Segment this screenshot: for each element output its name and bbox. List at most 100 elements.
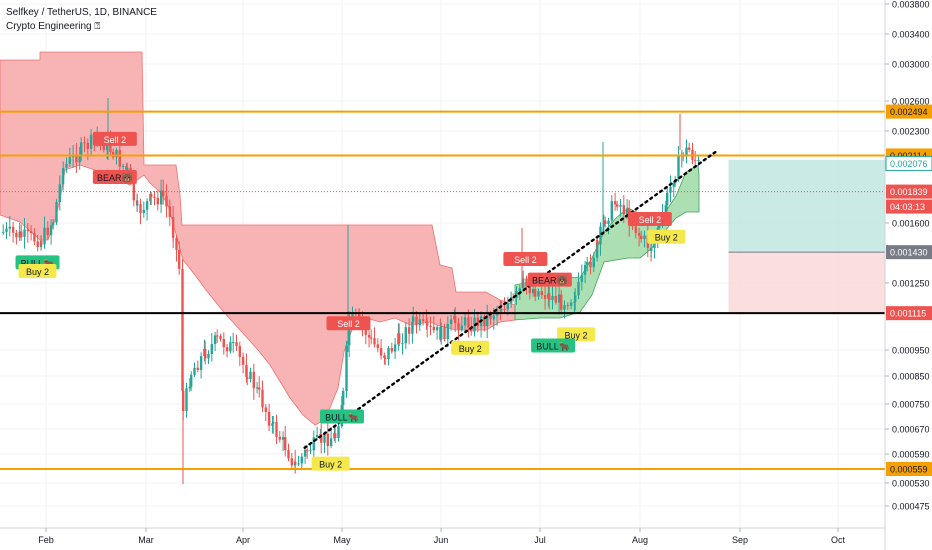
- trend-line: [303, 150, 717, 449]
- candle-body-74: [213, 335, 217, 345]
- candle-body-193: [554, 295, 557, 303]
- candle-body-210: [602, 220, 605, 227]
- candle-body-67: [193, 367, 196, 375]
- y-tick-label-4: 0.002300: [892, 127, 930, 137]
- candle-body-221: [634, 226, 637, 234]
- candle-body-200: [574, 295, 577, 302]
- y-tick-label-7: 0.000950: [892, 346, 930, 356]
- candle-body-97: [281, 437, 285, 440]
- candle-body-18: [55, 202, 58, 223]
- price-label-6: 0.001115: [890, 309, 926, 319]
- candle-body-171: [492, 315, 495, 320]
- candle-body-81: [235, 342, 238, 347]
- candle-body-223: [640, 235, 643, 240]
- x-tick-label-2: Apr: [236, 535, 250, 545]
- candle-body-117: [337, 426, 340, 439]
- y-tick-label-10: 0.000670: [892, 425, 930, 435]
- candle-body-109: [315, 434, 319, 438]
- x-tick-label-6: Aug: [632, 535, 648, 545]
- candle-body-202: [580, 274, 583, 282]
- signal-tag-10: [557, 327, 596, 342]
- candle-body-244: [697, 160, 700, 162]
- candle-body-50: [149, 194, 152, 202]
- x-tick-label-5: Jul: [534, 535, 546, 545]
- candle-body-28: [83, 142, 86, 144]
- y-tick-label-13: 0.000475: [892, 502, 930, 512]
- price-label-7: 0.000559: [890, 464, 928, 474]
- candle-body-29: [86, 142, 89, 149]
- x-tick-label-4: Jun: [434, 535, 449, 545]
- candle-body-44: [132, 179, 135, 201]
- candle-body-155: [443, 326, 446, 340]
- candle-body-166: [476, 317, 479, 327]
- candle-body-17: [52, 222, 55, 226]
- candle-body-23: [68, 157, 71, 164]
- candle-body-179: [515, 291, 518, 298]
- candle-body-8: [26, 229, 29, 232]
- price-label-2: 0.002076: [890, 159, 928, 169]
- candle-body-129: [370, 337, 373, 339]
- signal-tag-9: [527, 272, 572, 287]
- candle-body-119: [342, 390, 345, 406]
- y-tick-label-5: 0.001600: [892, 219, 930, 229]
- candle-body-53: [156, 197, 159, 205]
- candle-body-139: [398, 333, 401, 344]
- candle-body-96: [278, 436, 281, 440]
- candle-body-25: [75, 154, 78, 163]
- signal-tag-3: [92, 170, 137, 184]
- candle-body-164: [470, 327, 473, 332]
- candle-body-71: [204, 348, 207, 359]
- candle-body-61: [178, 249, 181, 269]
- signal-tag-7: [451, 340, 490, 355]
- candle-body-14: [43, 227, 46, 245]
- candle-body-217: [622, 205, 625, 215]
- candle-body-65: [188, 386, 191, 389]
- candle-body-151: [432, 326, 435, 331]
- candle-body-235: [672, 183, 675, 187]
- candle-body-169: [486, 315, 489, 327]
- trendline[interactable]: [303, 150, 717, 449]
- candle-body-209: [599, 226, 602, 245]
- indicator-name[interactable]: Crypto Engineering ⍰: [6, 21, 101, 32]
- candle-body-78: [225, 347, 229, 352]
- time-axis[interactable]: Feb Mar Apr May Jun Jul Aug Sep Oct: [0, 527, 885, 545]
- price-axis[interactable]: 0.003800 0.003400 0.003000 0.002600 0.002300…: [884, 0, 932, 550]
- candle-body-47: [139, 204, 142, 213]
- bear-cloud: [0, 51, 516, 426]
- signal-label-13: Buy 2: [655, 233, 678, 243]
- grid: [0, 0, 885, 528]
- candle-body-168: [483, 316, 486, 327]
- candle-body-0: [2, 231, 5, 233]
- y-tick-label-9: 0.000750: [892, 400, 930, 410]
- candle-body-215: [616, 204, 619, 207]
- x-tick-label-8: Oct: [831, 535, 846, 545]
- candle-body-194: [557, 294, 561, 303]
- signal-tag-11: [531, 338, 576, 353]
- candle-body-224: [643, 235, 646, 240]
- candle-body-88: [255, 387, 259, 389]
- candle-body-1: [5, 228, 8, 232]
- candle-body-69: [199, 356, 203, 370]
- candle-body-113: [326, 433, 329, 447]
- candle-body-48: [142, 209, 145, 213]
- signal-label-2: Sell 2: [104, 135, 127, 145]
- candle-body-55: [162, 190, 165, 196]
- candle-body-174: [500, 308, 503, 311]
- y-tick-label-11: 0.000590: [892, 450, 930, 460]
- candle-body-212: [607, 220, 610, 224]
- candle-body-206: [592, 257, 595, 268]
- signal-label-1: Buy 2: [26, 267, 49, 277]
- signal-label-11: BULL🐂: [536, 342, 570, 352]
- horizontal-levels[interactable]: [0, 110, 885, 470]
- y-tick-label-2: 0.003000: [892, 60, 930, 70]
- candle-body-198: [569, 302, 573, 306]
- candle-body-173: [499, 310, 502, 312]
- candle-body-135: [387, 348, 390, 360]
- candle-body-99: [287, 450, 290, 459]
- candle-body-82: [238, 346, 241, 357]
- candle-body-22: [65, 163, 68, 168]
- price-label-box-4: [886, 199, 932, 214]
- candle-body-182: [522, 278, 525, 280]
